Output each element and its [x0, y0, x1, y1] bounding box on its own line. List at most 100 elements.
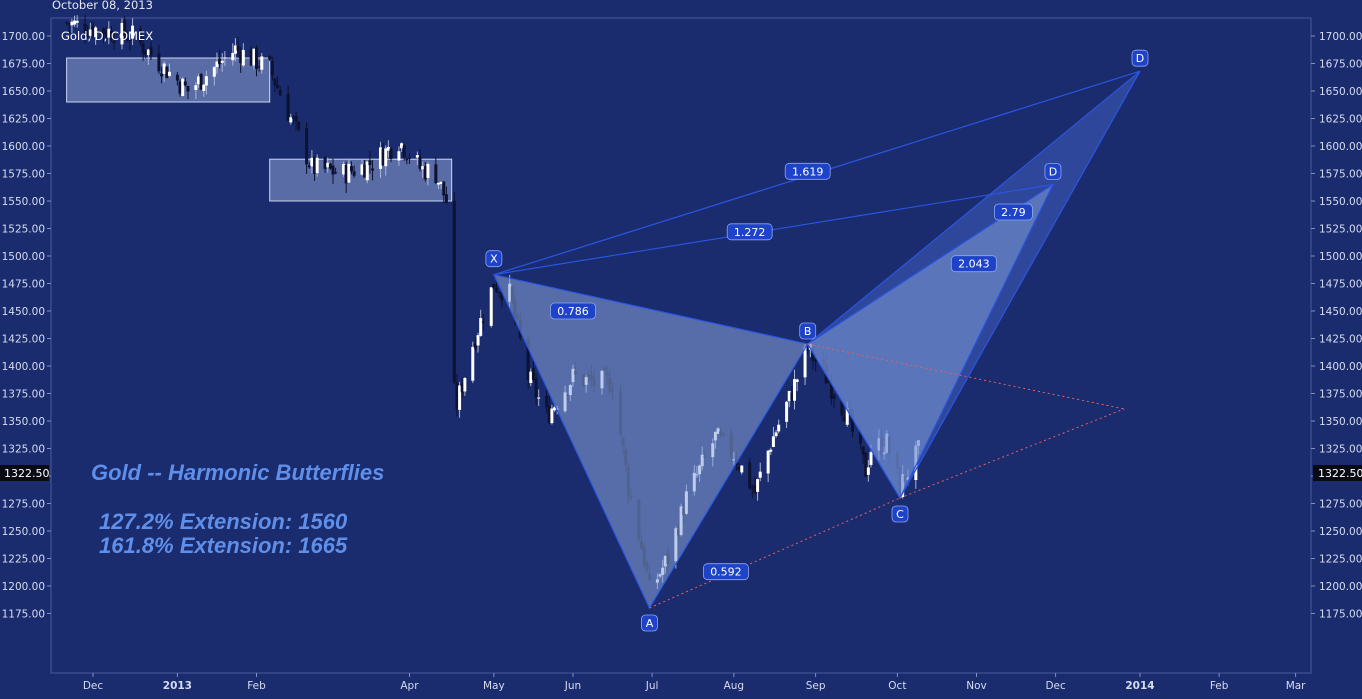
candle-body: [75, 20, 79, 23]
candle-body: [83, 23, 87, 35]
candle-body: [378, 147, 382, 169]
candle-body: [531, 368, 535, 381]
price-tag-icon: [0, 465, 49, 481]
point-label-x[interactable]: X: [485, 250, 503, 268]
point-label-a[interactable]: A: [641, 614, 658, 632]
annotation-title: Gold -- Harmonic Butterflies: [91, 460, 384, 485]
candle-body: [365, 161, 369, 181]
candle-body: [402, 145, 406, 158]
y-tick-label-right: 1450.00: [1319, 306, 1362, 318]
y-tick-label-right: 1625.00: [1319, 114, 1362, 126]
y-tick-label-left: 1600.00: [2, 141, 45, 153]
candle-body: [832, 395, 836, 399]
candle-body: [861, 446, 865, 455]
candle-body: [787, 390, 791, 402]
x-tick-label: Apr: [400, 680, 419, 692]
point-label-d[interactable]: D: [1044, 163, 1062, 180]
point-label-box: [641, 614, 658, 632]
candle-body: [553, 407, 557, 411]
candle-body: [843, 416, 847, 422]
y-tick-label-left: 1375.00: [2, 389, 45, 401]
y-tick-label-left: 1650.00: [2, 86, 45, 98]
candle-body: [500, 292, 504, 301]
point-label-c[interactable]: C: [891, 505, 909, 523]
ratio-label-box: [784, 162, 831, 180]
candle-body: [196, 76, 200, 85]
point-label-d[interactable]: D: [1131, 49, 1149, 67]
candle-body: [255, 47, 259, 70]
candle-body: [294, 115, 298, 122]
ratio-label-0-592[interactable]: 0.592: [703, 563, 749, 581]
candle-body: [313, 157, 317, 174]
y-tick-label-right: 1275.00: [1319, 499, 1362, 511]
candle-body: [94, 27, 98, 38]
candle-body: [278, 90, 282, 96]
candle-body: [495, 288, 499, 292]
header-date: October 08, 2013: [52, 0, 153, 12]
ratio-label-1-272[interactable]: 1.272: [726, 223, 773, 241]
candle-body: [415, 155, 419, 158]
candle-body: [803, 347, 807, 378]
y-tick-label-left: 1225.00: [2, 554, 45, 566]
candle-body: [199, 73, 203, 90]
candle-body: [70, 21, 74, 26]
symbol-label: Gold, D, COMEX: [61, 29, 153, 43]
candle-body: [220, 60, 224, 63]
ratio-label-2-79[interactable]: 2.79: [994, 203, 1033, 221]
candle-body: [131, 25, 135, 39]
candle-body: [307, 165, 311, 168]
candle-body: [310, 157, 314, 167]
candle-body: [550, 408, 554, 424]
candle-body: [400, 143, 404, 149]
ratio-label-0-786[interactable]: 0.786: [550, 302, 596, 320]
x-tick-label: May: [483, 680, 505, 692]
price-tag-right-text: 1322.50: [1318, 467, 1362, 480]
candle-body: [88, 29, 92, 36]
point-label-b[interactable]: B: [799, 322, 817, 340]
xd-line-127: [493, 183, 1054, 276]
ratio-label-text: 2.043: [958, 258, 990, 271]
point-label-text: D: [1049, 166, 1057, 179]
candle-body: [381, 148, 385, 166]
candle-body: [471, 346, 475, 381]
candle-body: [326, 162, 330, 168]
y-tick-label-left: 1400.00: [2, 361, 45, 373]
candle-body: [212, 67, 216, 77]
candle-body: [545, 395, 549, 408]
ratio-label-2-043[interactable]: 2.043: [950, 255, 997, 273]
target-zone-1[interactable]: [66, 57, 271, 103]
candle-body: [315, 157, 319, 174]
point-label-text: B: [804, 325, 812, 338]
pattern-triangle-xab[interactable]: [492, 273, 809, 610]
candle-body: [840, 400, 844, 416]
ratio-label-1-619[interactable]: 1.619: [784, 162, 831, 180]
candle-body: [547, 405, 551, 423]
candle-body: [371, 168, 375, 171]
candle-body: [233, 45, 237, 54]
candle-body: [181, 78, 185, 97]
y-tick-label-left: 1475.00: [2, 279, 45, 291]
candle-body: [186, 85, 190, 92]
y-tick-label-left: 1425.00: [2, 334, 45, 346]
candle-body: [204, 76, 208, 86]
candle-body: [236, 45, 240, 51]
candle-body: [194, 85, 198, 90]
candle-body: [423, 166, 427, 180]
candle-body: [112, 41, 116, 44]
annotation-ext-161: 161.8% Extension: 1665: [99, 533, 348, 558]
x-tick-label: Feb: [247, 680, 266, 692]
candle-body: [829, 382, 833, 399]
candle-body: [750, 486, 754, 489]
candle-body: [257, 66, 261, 68]
candle-body: [223, 57, 227, 59]
candle-body: [756, 479, 760, 492]
candle-body: [109, 30, 113, 41]
candle-body: [268, 55, 272, 60]
candle-body: [771, 436, 775, 448]
candle-body: [463, 377, 467, 392]
ratio-label-box: [950, 255, 997, 273]
candle-body: [492, 284, 496, 289]
ratio-label-box: [726, 223, 773, 241]
y-tick-label-right: 1675.00: [1319, 59, 1362, 71]
